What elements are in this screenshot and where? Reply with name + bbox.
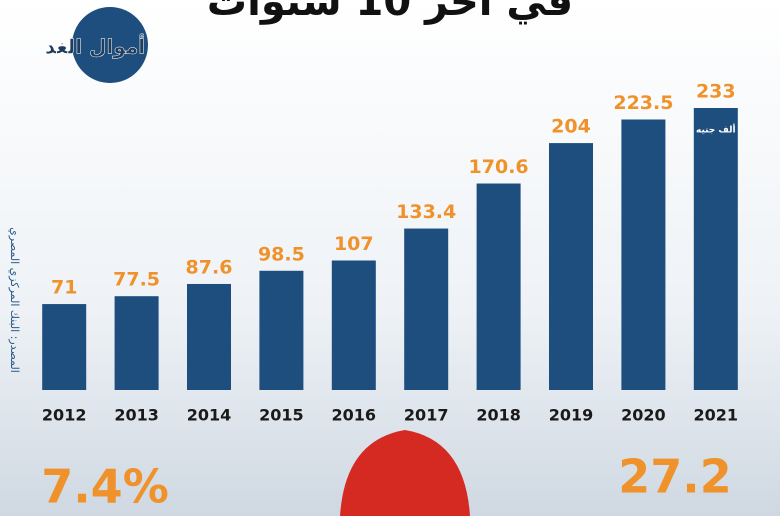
- bar: [549, 143, 593, 390]
- bar: [621, 119, 666, 390]
- x-tick-label: 2013: [114, 406, 159, 425]
- bar: [42, 304, 87, 390]
- value-label: 71: [51, 277, 77, 299]
- value-label: 223.5: [613, 92, 673, 114]
- value-label: 170.6: [469, 156, 529, 178]
- x-tick-label: 2020: [621, 406, 666, 425]
- x-tick-label: 2021: [694, 406, 739, 425]
- bar: [187, 283, 231, 390]
- x-tick-label: 2015: [259, 406, 304, 425]
- x-tick-label: 2019: [549, 406, 594, 425]
- x-tick-label: 2017: [404, 406, 449, 425]
- bar: [259, 270, 304, 390]
- bar: [693, 108, 738, 390]
- value-label: 233: [696, 81, 736, 103]
- logo-badge: [72, 7, 148, 83]
- chart-title: في آخر 10 سنوات: [207, 0, 573, 25]
- x-tick-label: 2014: [187, 406, 232, 425]
- bar: [114, 296, 159, 390]
- bar: [476, 183, 521, 390]
- bar: [404, 228, 449, 390]
- value-label: 133.4: [396, 201, 456, 223]
- annotation: 7.4%: [41, 460, 169, 514]
- value-label: 98.5: [258, 243, 305, 265]
- source-note: المصدر: البنك المركزي المصري: [8, 227, 21, 373]
- x-tick-label: 2012: [42, 406, 87, 425]
- value-label: 204: [551, 116, 591, 138]
- x-tick-label: 2018: [476, 406, 521, 425]
- unit-label: ألف جنيه: [696, 124, 736, 136]
- x-tick-label: 2016: [332, 406, 377, 425]
- annotation: 27.2: [618, 450, 732, 504]
- helmet-illustration: [340, 430, 470, 516]
- logo: أموال الغد: [45, 33, 145, 59]
- bar: [331, 260, 376, 390]
- value-label: 107: [334, 233, 374, 255]
- value-label: 77.5: [113, 269, 160, 291]
- value-label: 87.6: [186, 256, 233, 278]
